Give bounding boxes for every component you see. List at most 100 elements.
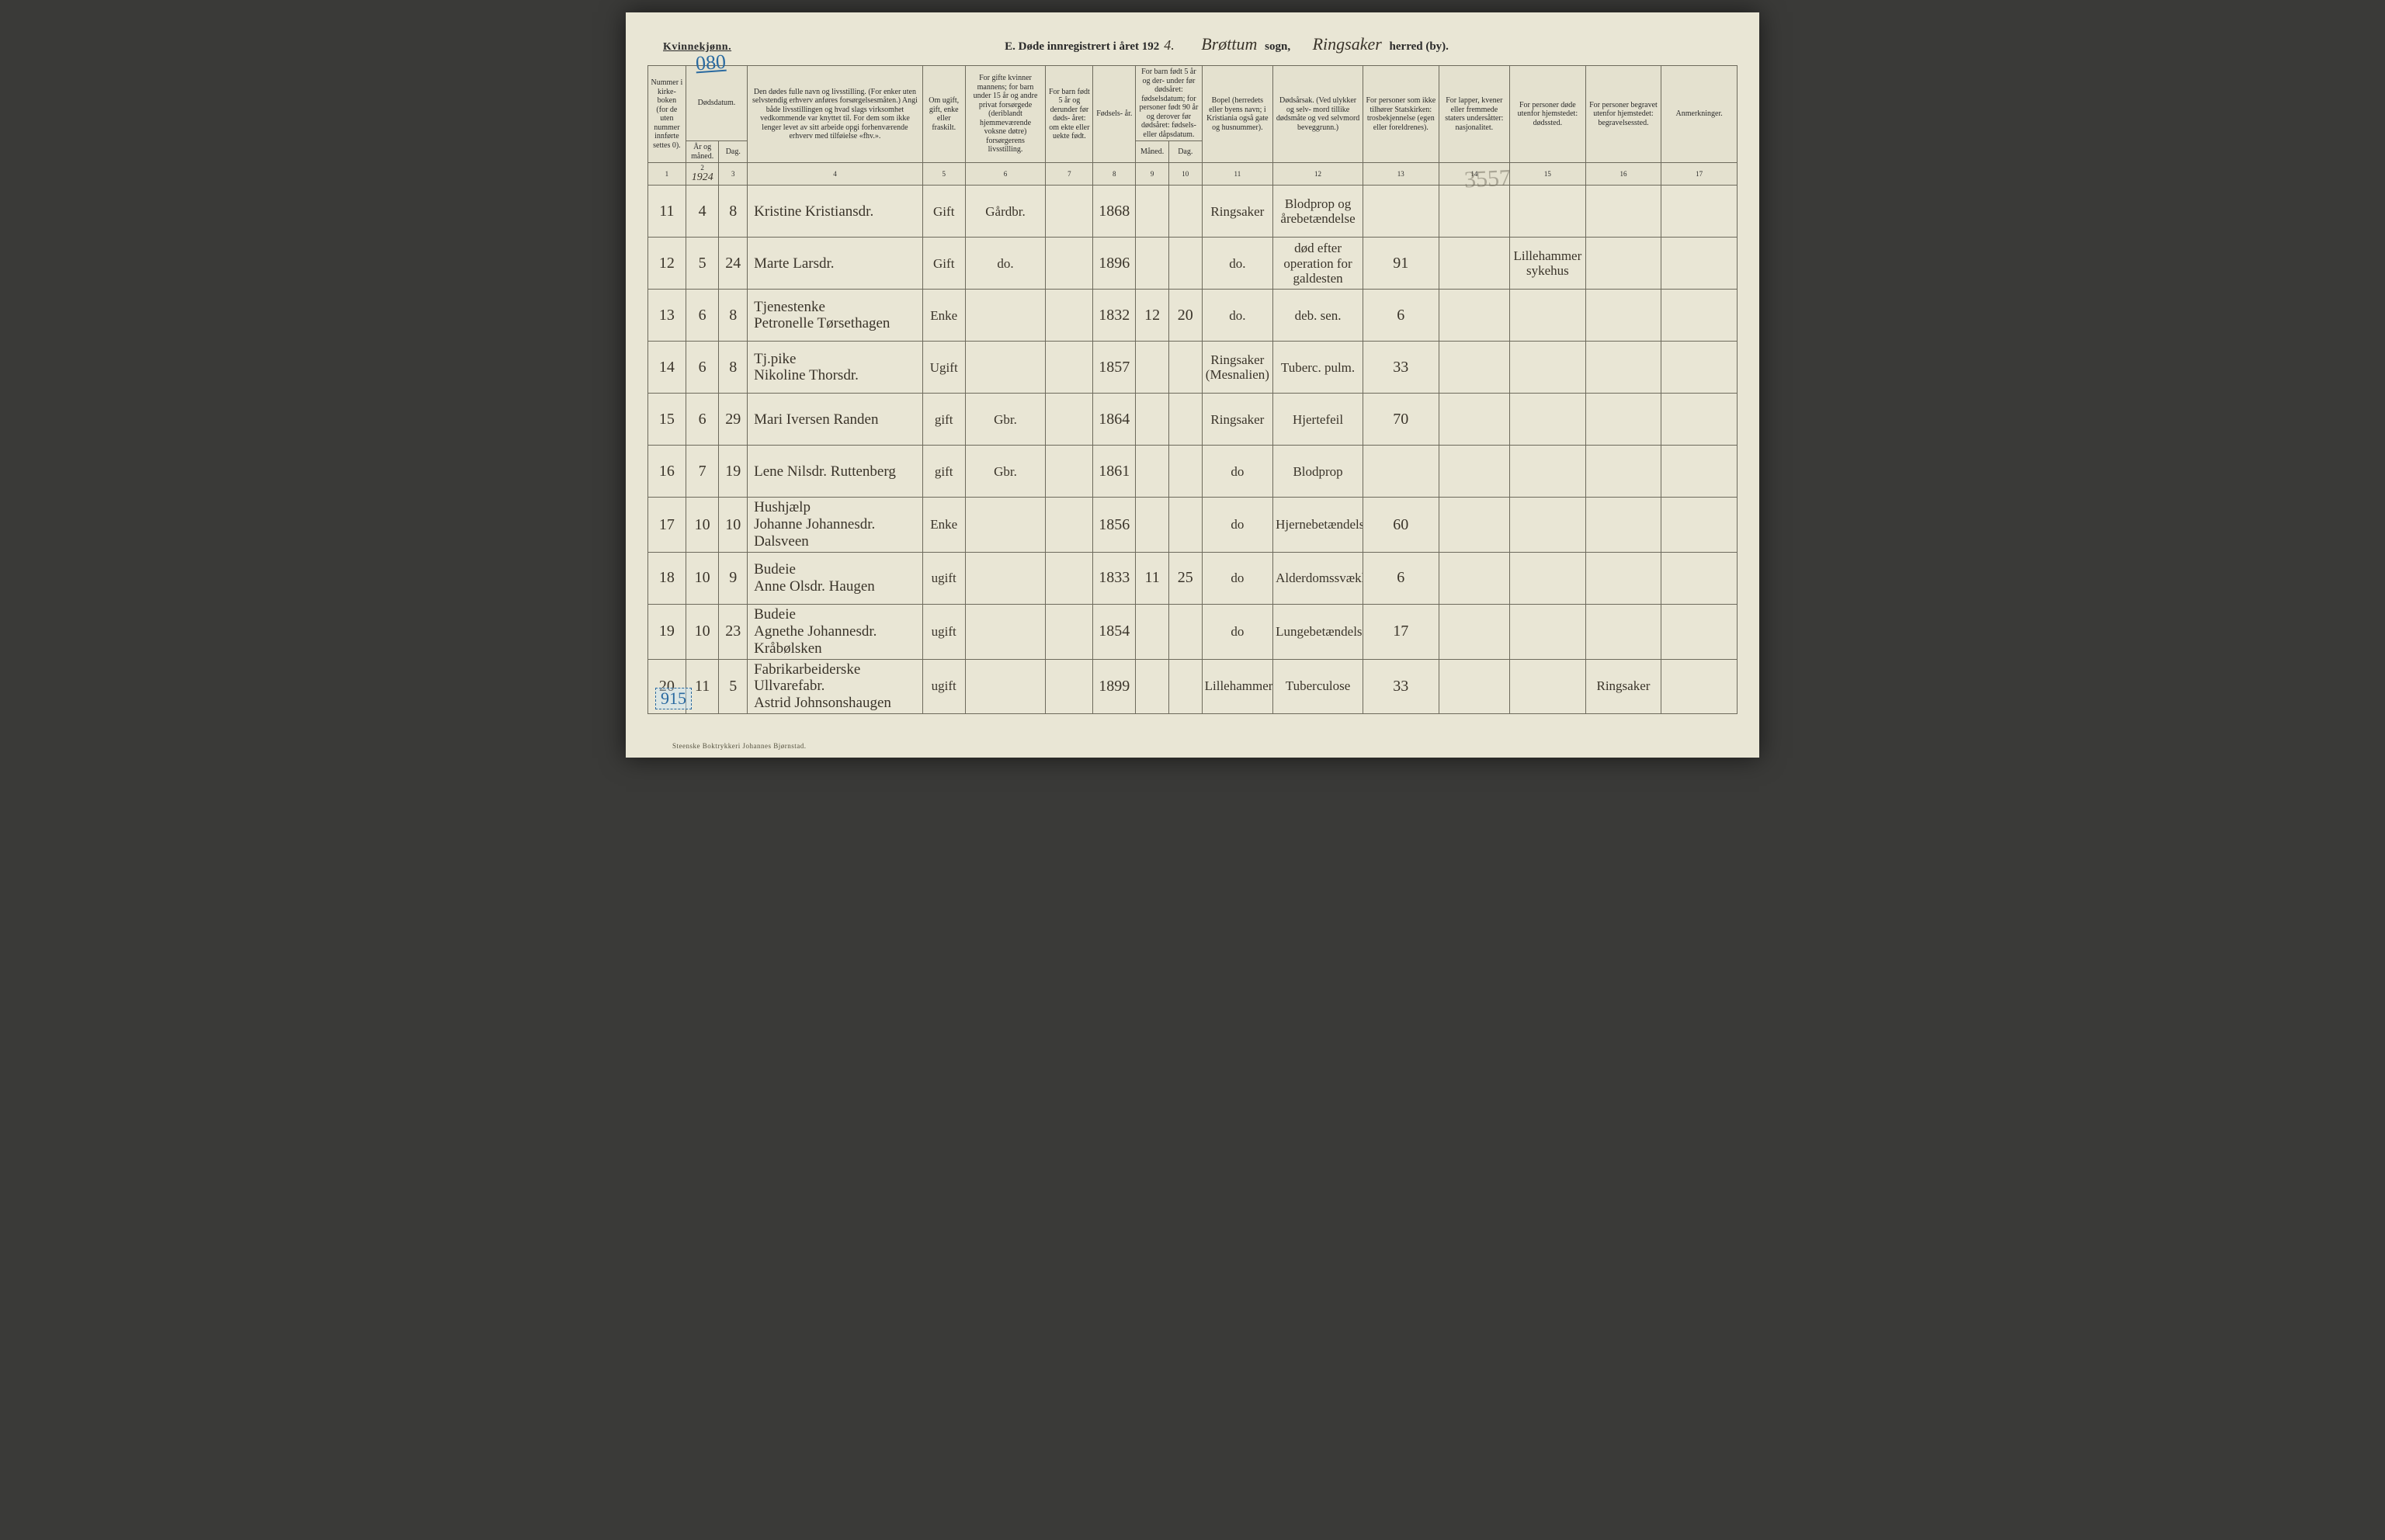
col-header-2a: År og måned.: [686, 141, 719, 163]
cell-status: ugift: [922, 659, 965, 714]
table-row: 15629Mari Iversen RandengiftGbr.1864Ring…: [648, 394, 1738, 446]
cell-c17: [1661, 290, 1738, 342]
title-prefix: E. Døde innregistrert i året 192: [1005, 40, 1159, 53]
cell-year: 1896: [1093, 238, 1136, 290]
cell-status: gift: [922, 394, 965, 446]
cell-m: 10: [686, 498, 719, 553]
col-header-4: Den dødes fulle navn og livsstilling. (F…: [748, 66, 923, 163]
cell-cause: død efter operation for galdesten: [1273, 238, 1363, 290]
cell-name: Mari Iversen Randen: [748, 394, 923, 446]
colnum: 15: [1510, 163, 1586, 186]
cell-m2: 11: [1136, 552, 1169, 604]
colnum: 3: [719, 163, 748, 186]
table-row: 1368Tjenestenke Petronelle TørsethagenEn…: [648, 290, 1738, 342]
ledger-table: Nummer i kirke- boken (for de uten numme…: [647, 65, 1738, 714]
table-row: 16719Lene Nilsdr. RuttenberggiftGbr.1861…: [648, 446, 1738, 498]
cell-status: Gift: [922, 238, 965, 290]
cell-cause: Hjernebetændelse: [1273, 498, 1363, 553]
cell-c14: [1439, 290, 1509, 342]
cell-c14: [1439, 342, 1509, 394]
cell-d2: [1168, 604, 1202, 659]
cell-c15: [1510, 552, 1586, 604]
cell-c17: [1661, 238, 1738, 290]
cell-m: 4: [686, 186, 719, 238]
cell-c14: [1439, 446, 1509, 498]
cell-n: 12: [648, 238, 686, 290]
col-header-15: For personer døde utenfor hjemstedet: dø…: [1510, 66, 1586, 163]
cell-year: 1832: [1093, 290, 1136, 342]
cell-c17: [1661, 552, 1738, 604]
cell-c7: [1046, 604, 1093, 659]
cell-c7: [1046, 498, 1093, 553]
cell-status: Gift: [922, 186, 965, 238]
cell-year: 1868: [1093, 186, 1136, 238]
colnum: 11: [1202, 163, 1272, 186]
cell-c15: Lillehammer sykehus: [1510, 238, 1586, 290]
cell-cause: Tuberc. pulm.: [1273, 342, 1363, 394]
cell-c7: [1046, 552, 1093, 604]
stamp-number: 3557: [1463, 165, 1512, 193]
col-header-11: Bopel (herredets eller byens navn; i Kri…: [1202, 66, 1272, 163]
cell-d: 8: [719, 186, 748, 238]
cell-m2: [1136, 498, 1169, 553]
cell-d2: [1168, 238, 1202, 290]
cell-cause: Alderdomssvækkelse: [1273, 552, 1363, 604]
table-row: 191023Budeie Agnethe Johannesdr. Kråbøls…: [648, 604, 1738, 659]
cell-n: 14: [648, 342, 686, 394]
cell-occ: [965, 604, 1046, 659]
colnum: 8: [1093, 163, 1136, 186]
colnum: 13: [1363, 163, 1439, 186]
cell-c14: [1439, 394, 1509, 446]
cell-name: Kristine Kristiansdr.: [748, 186, 923, 238]
cell-cause: Hjertefeil: [1273, 394, 1363, 446]
cell-d: 8: [719, 290, 748, 342]
cell-occ: [965, 290, 1046, 342]
cell-res: Lillehammer: [1202, 659, 1272, 714]
cell-c15: [1510, 186, 1586, 238]
cell-m2: [1136, 238, 1169, 290]
colnum: 16: [1585, 163, 1661, 186]
cell-m2: [1136, 446, 1169, 498]
cell-n: 16: [648, 446, 686, 498]
cell-c14: [1439, 238, 1509, 290]
cell-n: 13: [648, 290, 686, 342]
cell-c13: 6: [1363, 290, 1439, 342]
cell-c16: [1585, 290, 1661, 342]
cell-c13: 60: [1363, 498, 1439, 553]
colnum: 7: [1046, 163, 1093, 186]
cell-c14: [1439, 552, 1509, 604]
colnum: 9: [1136, 163, 1169, 186]
col-header-16: For personer begravet utenfor hjemstedet…: [1585, 66, 1661, 163]
cell-cause: Blodprop: [1273, 446, 1363, 498]
cell-m: 10: [686, 552, 719, 604]
cell-n: 19: [648, 604, 686, 659]
col-header-8: Fødsels- år.: [1093, 66, 1136, 163]
cell-year: 1861: [1093, 446, 1136, 498]
cell-name: Marte Larsdr.: [748, 238, 923, 290]
cell-c7: [1046, 186, 1093, 238]
cell-res: Ringsaker (Mesnalien): [1202, 342, 1272, 394]
margin-tag: 915: [655, 688, 692, 709]
col-header-1: Nummer i kirke- boken (for de uten numme…: [648, 66, 686, 163]
cell-c14: [1439, 604, 1509, 659]
colnum: 1: [648, 163, 686, 186]
cell-c15: [1510, 446, 1586, 498]
cell-name: Hushjælp Johanne Johannesdr. Dalsveen: [748, 498, 923, 553]
cell-status: ugift: [922, 604, 965, 659]
cell-d2: 25: [1168, 552, 1202, 604]
cell-year: 1833: [1093, 552, 1136, 604]
cell-n: 15: [648, 394, 686, 446]
cell-c16: [1585, 238, 1661, 290]
col-header-5: Om ugift, gift, enke eller fraskilt.: [922, 66, 965, 163]
col-header-6: For gifte kvinner mannens; for barn unde…: [965, 66, 1046, 163]
herred-label: herred (by).: [1390, 40, 1449, 53]
cell-c7: [1046, 446, 1093, 498]
table-row: 1148Kristine Kristiansdr.GiftGårdbr.1868…: [648, 186, 1738, 238]
cell-m: 10: [686, 604, 719, 659]
cell-occ: Gbr.: [965, 394, 1046, 446]
cell-c17: [1661, 498, 1738, 553]
cell-res: do: [1202, 498, 1272, 553]
cell-d: 9: [719, 552, 748, 604]
cell-name: Budeie Anne Olsdr. Haugen: [748, 552, 923, 604]
cell-c15: [1510, 604, 1586, 659]
